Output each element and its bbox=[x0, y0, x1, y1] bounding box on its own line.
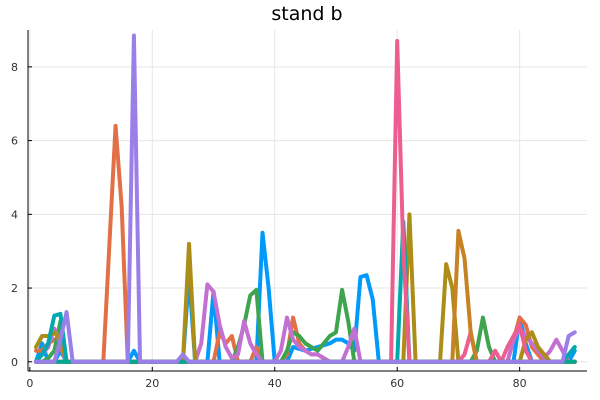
series-line-2 bbox=[33, 123, 577, 364]
chart-title: stand b bbox=[271, 3, 342, 25]
y-tick-label: 2 bbox=[11, 282, 18, 295]
y-tick-label: 6 bbox=[11, 135, 18, 148]
y-tick-label: 0 bbox=[11, 356, 18, 369]
series-line-10 bbox=[33, 33, 577, 364]
x-tick-label: 0 bbox=[26, 377, 33, 390]
y-tick-label: 8 bbox=[11, 61, 18, 74]
y-tick-label: 4 bbox=[11, 208, 18, 221]
x-tick-label: 80 bbox=[513, 377, 527, 390]
series-line-7 bbox=[33, 39, 577, 364]
x-tick-label: 40 bbox=[268, 377, 282, 390]
x-tick-label: 20 bbox=[145, 377, 159, 390]
tick-labels: 0 20 40 60 80 0 2 4 6 8 bbox=[11, 61, 527, 390]
axes bbox=[27, 30, 587, 372]
series-group bbox=[33, 33, 577, 364]
x-tick-label: 60 bbox=[390, 377, 404, 390]
